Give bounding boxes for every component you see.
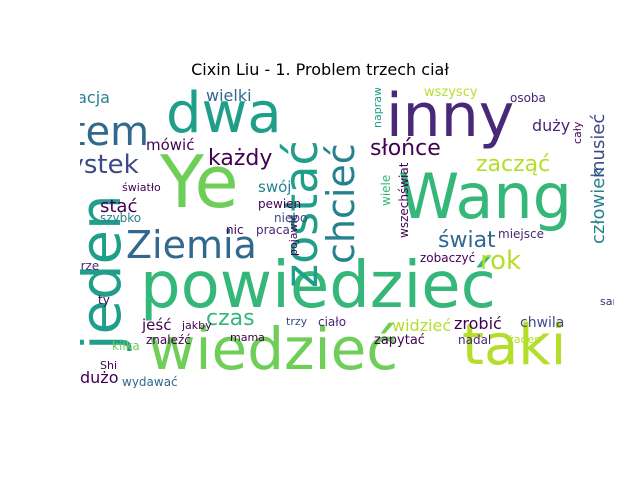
word-pojawic: pojawić bbox=[287, 214, 300, 256]
word-zaden: żaden bbox=[508, 333, 542, 346]
word-widziec: widzieć bbox=[392, 316, 452, 335]
word-jesc: jeść bbox=[142, 316, 172, 334]
word-taki: taki bbox=[462, 313, 567, 378]
word-naprawde: naprawdę bbox=[371, 88, 384, 128]
word-swiatlo: światło bbox=[122, 181, 161, 194]
word-wiele: wiele bbox=[379, 174, 393, 206]
word-chciec: chcieć bbox=[319, 143, 363, 264]
word-nadal: nadal bbox=[458, 333, 492, 347]
word-czlowiek: człowiek bbox=[588, 167, 609, 244]
word-zobaczyc: zobaczyć bbox=[420, 251, 476, 265]
word-wang: Wang bbox=[398, 160, 572, 233]
word-dobrze: dobrze bbox=[80, 259, 100, 273]
word-zapytac: zapytać bbox=[374, 333, 425, 348]
word-duzo: dużo bbox=[80, 368, 119, 387]
word-wszyscy: wszyscy bbox=[424, 88, 478, 100]
word-ziemia: Ziemia bbox=[126, 223, 257, 267]
word-kazdy: każdy bbox=[208, 146, 273, 171]
word-praca: praca bbox=[256, 223, 290, 237]
word-mama: mama bbox=[230, 331, 265, 344]
word-shi: Shi bbox=[100, 359, 118, 372]
word-cloud: Ye powiedzieć wiedzieć Wang inny dwa tak… bbox=[80, 88, 614, 388]
word-wydawac: wydawać bbox=[122, 375, 178, 388]
word-niebo: niebo bbox=[274, 211, 308, 225]
word-wielki: wielki bbox=[206, 88, 252, 105]
word-mowic: mówić bbox=[146, 136, 195, 154]
word-wszystek: wszystek bbox=[80, 150, 139, 180]
word-miejsce: miejsce bbox=[498, 227, 544, 241]
word-jakby: jakby bbox=[182, 319, 212, 332]
word-powiedziec: powiedzieć bbox=[140, 249, 496, 323]
word-cywilizacja: cywilizacja bbox=[80, 88, 110, 107]
word-cialo: ciało bbox=[318, 315, 347, 329]
word-musiec: musieć bbox=[588, 113, 609, 178]
word-wiedziec: wiedzieć bbox=[148, 315, 399, 383]
word-czas: czas bbox=[206, 306, 255, 331]
word-dwa: dwa bbox=[166, 88, 282, 146]
word-ye: Ye bbox=[160, 140, 239, 224]
word-duzy: duży bbox=[532, 116, 571, 135]
page-title: Cixin Liu - 1. Problem trzech ciał bbox=[191, 60, 449, 79]
word-kilka: kilka bbox=[112, 339, 140, 353]
word-inny: inny bbox=[386, 88, 515, 151]
word-chwila: chwila bbox=[520, 315, 565, 331]
word-slonce: słońce bbox=[370, 136, 441, 161]
word-swoj: swój bbox=[258, 178, 292, 196]
word-caly: cały bbox=[571, 121, 584, 144]
word-nic: nic bbox=[226, 223, 244, 237]
word-rok: rok bbox=[480, 246, 522, 276]
word-pewien: pewien bbox=[258, 197, 302, 211]
word-trzy: trzy bbox=[286, 315, 308, 328]
word-wszechswiat: wszechświat bbox=[397, 162, 411, 238]
word-potem: potem bbox=[80, 109, 150, 155]
word-swiat: świat bbox=[438, 228, 496, 253]
word-osoba: osoba bbox=[510, 91, 546, 105]
word-ty: ty bbox=[98, 293, 110, 307]
word-szybko: szybko bbox=[100, 211, 142, 225]
word-zaczac: zacząć bbox=[476, 152, 551, 177]
word-znalezc: znaleźć bbox=[146, 333, 191, 347]
word-zrobic: zrobić bbox=[454, 314, 502, 333]
word-sam: sam bbox=[600, 295, 614, 308]
word-stac: stać bbox=[100, 196, 138, 217]
